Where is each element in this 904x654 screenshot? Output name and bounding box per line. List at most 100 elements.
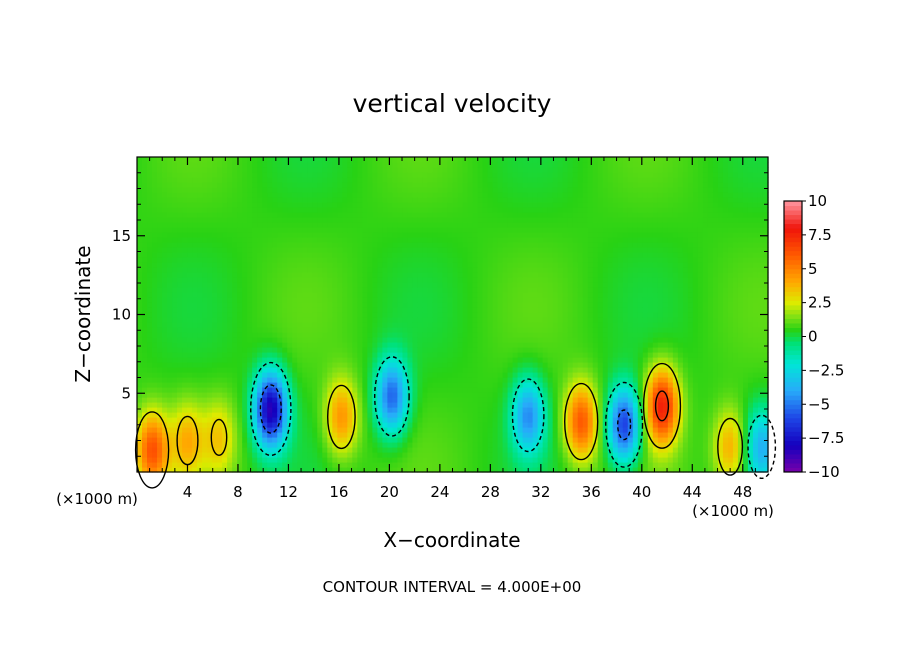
- field-cell: [512, 292, 519, 298]
- field-cell: [152, 432, 158, 438]
- field-cell: [282, 397, 288, 403]
- field-cell: [497, 262, 504, 268]
- field-cell: [492, 227, 499, 233]
- field-cell: [402, 217, 409, 223]
- field-cell: [302, 282, 308, 288]
- field-cell: [377, 457, 383, 463]
- field-cell: [192, 377, 198, 383]
- field-cell: [267, 442, 273, 448]
- field-cell: [407, 307, 414, 313]
- plot-field: [137, 157, 769, 473]
- field-cell: [452, 352, 459, 358]
- field-cell: [372, 212, 378, 218]
- field-cell: [352, 312, 358, 318]
- field-cell: [467, 197, 474, 203]
- field-cell: [147, 372, 153, 378]
- field-cell: [297, 182, 303, 188]
- field-cell: [432, 347, 439, 353]
- field-cell: [137, 372, 143, 378]
- field-cell: [167, 317, 173, 323]
- field-cell: [137, 237, 143, 243]
- field-cell: [512, 182, 519, 188]
- field-cell: [352, 237, 358, 243]
- field-cell: [472, 362, 479, 368]
- field-cell: [247, 307, 253, 313]
- field-cell: [242, 282, 248, 288]
- field-cell: [257, 302, 263, 308]
- field-cell: [527, 217, 534, 223]
- field-cell: [287, 457, 293, 463]
- field-cell: [247, 407, 253, 413]
- field-cell: [482, 322, 489, 328]
- field-cell: [317, 227, 323, 233]
- field-cell: [432, 432, 439, 438]
- field-cell: [512, 262, 519, 268]
- field-cell: [522, 422, 529, 428]
- field-cell: [362, 322, 368, 328]
- field-cell: [512, 317, 519, 323]
- field-cell: [367, 197, 373, 203]
- field-cell: [502, 427, 509, 433]
- field-cell: [182, 177, 188, 183]
- field-cell: [502, 282, 509, 288]
- field-cell: [302, 217, 308, 223]
- field-cell: [197, 197, 203, 203]
- field-cell: [207, 317, 213, 323]
- field-cell: [152, 422, 158, 428]
- field-cell: [357, 367, 363, 373]
- field-cell: [332, 417, 338, 423]
- field-cell: [257, 342, 263, 348]
- field-cell: [197, 242, 203, 248]
- field-cell: [332, 227, 338, 233]
- field-cell: [342, 177, 348, 183]
- field-cell: [247, 412, 253, 418]
- field-cell: [232, 382, 238, 388]
- field-cell: [222, 377, 228, 383]
- field-cell: [477, 407, 484, 413]
- field-cell: [312, 452, 318, 458]
- field-cell: [477, 197, 484, 203]
- field-cell: [232, 377, 238, 383]
- field-cell: [247, 417, 253, 423]
- field-cell: [197, 277, 203, 283]
- field-cell: [387, 292, 394, 298]
- field-cell: [362, 212, 368, 218]
- field-cell: [297, 267, 303, 273]
- field-cell: [232, 212, 238, 218]
- field-cell: [302, 237, 308, 243]
- field-cell: [192, 442, 198, 448]
- field-cell: [387, 372, 394, 378]
- field-cell: [242, 382, 248, 388]
- field-cell: [412, 427, 419, 433]
- field-cell: [437, 397, 444, 403]
- field-cell: [532, 447, 539, 453]
- field-cell: [142, 342, 148, 348]
- field-cell: [502, 347, 509, 353]
- field-cell: [522, 347, 529, 353]
- field-cell: [332, 407, 338, 413]
- field-cell: [182, 212, 188, 218]
- field-cell: [262, 232, 268, 238]
- field-cell: [267, 292, 273, 298]
- field-cell: [492, 192, 499, 198]
- field-cell: [252, 232, 258, 238]
- field-cell: [437, 352, 444, 358]
- field-cell: [387, 362, 394, 368]
- field-cell: [412, 332, 419, 338]
- field-cell: [332, 337, 338, 343]
- field-cell: [207, 467, 213, 473]
- field-cell: [467, 177, 474, 183]
- field-cell: [367, 217, 373, 223]
- field-cell: [232, 307, 238, 313]
- field-cell: [242, 402, 248, 408]
- field-cell: [442, 412, 449, 418]
- field-cell: [257, 187, 263, 193]
- field-cell: [402, 347, 409, 353]
- field-cell: [382, 242, 388, 248]
- field-cell: [202, 197, 208, 203]
- field-cell: [217, 407, 223, 413]
- field-cell: [162, 292, 168, 298]
- field-cell: [282, 307, 288, 313]
- field-cell: [487, 267, 494, 273]
- field-cell: [177, 302, 183, 308]
